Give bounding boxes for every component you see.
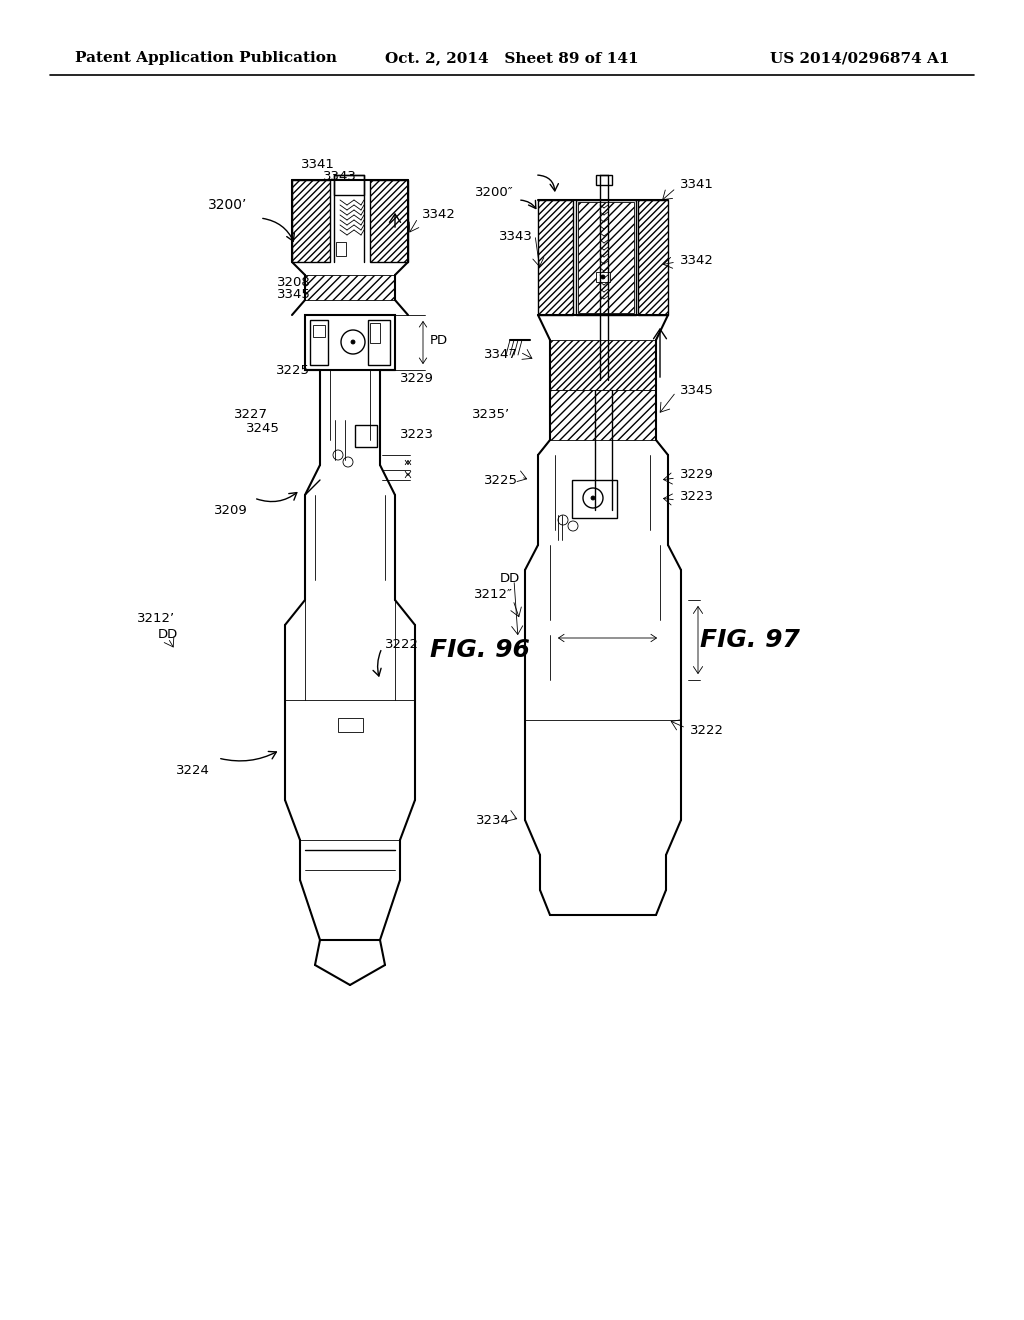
Circle shape xyxy=(601,275,605,279)
Text: 3343: 3343 xyxy=(323,170,357,183)
Text: 3245: 3245 xyxy=(246,421,280,434)
Text: 3209: 3209 xyxy=(214,503,248,516)
Text: 3225: 3225 xyxy=(484,474,518,487)
Text: 3341: 3341 xyxy=(301,158,335,172)
Text: 3229: 3229 xyxy=(680,469,714,482)
Bar xyxy=(336,242,346,256)
Text: 3347: 3347 xyxy=(484,348,518,362)
Bar xyxy=(292,180,330,261)
Bar xyxy=(596,272,610,282)
Circle shape xyxy=(341,330,365,354)
Bar xyxy=(355,425,377,447)
Circle shape xyxy=(333,450,343,459)
Text: 3200’: 3200’ xyxy=(208,198,248,213)
Bar xyxy=(638,201,668,315)
Bar xyxy=(538,201,573,315)
Bar xyxy=(368,319,390,366)
Circle shape xyxy=(558,515,568,525)
Text: 3341: 3341 xyxy=(680,178,714,191)
Text: 3343: 3343 xyxy=(499,231,534,243)
Bar xyxy=(578,202,634,313)
Text: 3222: 3222 xyxy=(385,639,419,652)
Text: 3225: 3225 xyxy=(276,363,310,376)
Text: 3227: 3227 xyxy=(234,408,268,421)
Bar xyxy=(310,319,328,366)
Bar xyxy=(550,341,656,389)
Bar xyxy=(313,325,325,337)
Bar xyxy=(575,201,636,315)
Text: 3223: 3223 xyxy=(400,429,434,441)
Bar xyxy=(370,180,408,261)
Bar xyxy=(572,480,617,517)
Text: FIG. 97: FIG. 97 xyxy=(700,628,800,652)
Text: US 2014/0296874 A1: US 2014/0296874 A1 xyxy=(770,51,950,65)
Text: Patent Application Publication: Patent Application Publication xyxy=(75,51,337,65)
Bar xyxy=(305,315,395,370)
Circle shape xyxy=(343,457,353,467)
Text: 3345: 3345 xyxy=(278,289,311,301)
Circle shape xyxy=(351,341,355,345)
Bar xyxy=(550,389,656,440)
Text: 3212’: 3212’ xyxy=(137,611,175,624)
Text: FIG. 96: FIG. 96 xyxy=(430,638,529,663)
Text: 3222: 3222 xyxy=(690,723,724,737)
Text: Oct. 2, 2014   Sheet 89 of 141: Oct. 2, 2014 Sheet 89 of 141 xyxy=(385,51,639,65)
Text: DD: DD xyxy=(158,628,178,642)
Text: 3234: 3234 xyxy=(476,813,510,826)
Text: 3200″: 3200″ xyxy=(475,186,514,199)
Circle shape xyxy=(583,488,603,508)
Bar xyxy=(596,176,612,185)
Text: 3345: 3345 xyxy=(680,384,714,396)
Circle shape xyxy=(568,521,578,531)
Circle shape xyxy=(591,496,595,500)
Bar xyxy=(305,275,395,300)
Text: 3223: 3223 xyxy=(680,491,714,503)
Text: 3342: 3342 xyxy=(680,253,714,267)
Text: DD: DD xyxy=(500,572,520,585)
Text: 3342: 3342 xyxy=(422,209,456,222)
Text: 3212″: 3212″ xyxy=(474,589,513,602)
Text: 3235’: 3235’ xyxy=(472,408,510,421)
Text: PD: PD xyxy=(430,334,449,346)
Text: 3229: 3229 xyxy=(400,371,434,384)
Text: 3208: 3208 xyxy=(278,276,310,289)
Bar xyxy=(334,176,364,195)
Bar xyxy=(338,718,362,733)
Text: 3224: 3224 xyxy=(176,763,210,776)
Bar xyxy=(370,323,380,343)
